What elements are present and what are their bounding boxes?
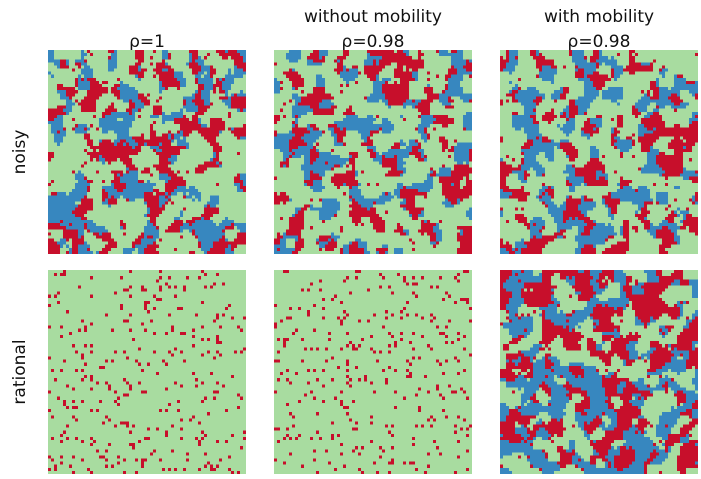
lattice-cells bbox=[48, 50, 246, 254]
row-label: rational bbox=[10, 339, 30, 404]
lattice-cells bbox=[48, 50, 246, 254]
column-title: with mobility bbox=[544, 7, 654, 27]
column-title: ρ=1 bbox=[129, 32, 165, 52]
lattice-cells bbox=[274, 50, 472, 254]
lattice-cells bbox=[274, 50, 472, 254]
lattice-cells bbox=[48, 270, 246, 474]
lattice-cells bbox=[274, 270, 472, 474]
lattice-cells bbox=[48, 270, 246, 474]
lattice-cells bbox=[500, 270, 698, 474]
column-title: ρ=0.98 bbox=[342, 32, 405, 52]
column-title: ρ=0.98 bbox=[568, 32, 631, 52]
row-label: noisy bbox=[10, 130, 30, 175]
lattice-cells bbox=[500, 50, 698, 254]
column-title: without mobility bbox=[304, 7, 442, 27]
lattice-cells bbox=[274, 270, 472, 474]
lattice-cells bbox=[500, 50, 698, 254]
lattice-cells bbox=[48, 50, 246, 254]
